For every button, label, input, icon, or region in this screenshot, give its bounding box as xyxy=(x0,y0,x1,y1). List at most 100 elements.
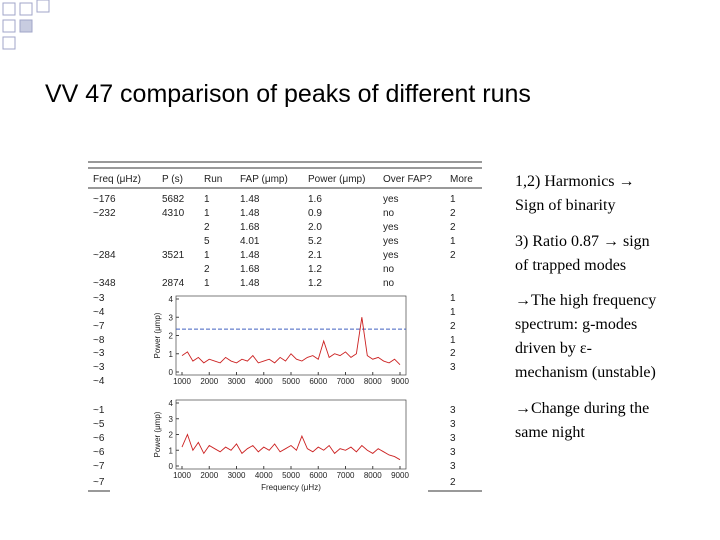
table-header: Power (μmp) xyxy=(308,174,365,185)
x-tick-label: 5000 xyxy=(282,471,300,480)
table-cell: ~3 xyxy=(93,348,105,359)
table-cell: 2 xyxy=(450,208,456,219)
x-tick-label: 2000 xyxy=(200,471,218,480)
table-cell: ~4 xyxy=(93,376,105,387)
table-cell: 3 xyxy=(450,447,456,458)
y-tick-label: 2 xyxy=(169,431,174,440)
bullet-text: of trapped modes xyxy=(515,257,626,274)
table-cell: 2 xyxy=(450,250,456,261)
table-cell: 1.6 xyxy=(308,194,322,205)
table-cell: 2.1 xyxy=(308,250,322,261)
table-cell: 5.2 xyxy=(308,236,322,247)
x-tick-label: 8000 xyxy=(364,377,382,386)
table-cell: ~7 xyxy=(93,461,105,472)
table-cell: 2 xyxy=(450,477,456,488)
bullet-text: 3) Ratio 0.87 → sign xyxy=(515,233,650,250)
y-tick-label: 2 xyxy=(169,332,174,341)
table-cell: 5682 xyxy=(162,194,185,205)
bullet-text: Sign of binarity xyxy=(515,197,615,214)
bullet-text: driven by ε- xyxy=(515,340,592,357)
table-cell: ~6 xyxy=(93,447,105,458)
table-cell: 1 xyxy=(450,293,456,304)
bullet-text: →The high frequency xyxy=(515,292,656,309)
table-cell: 2 xyxy=(450,222,456,233)
table-cell: 4.01 xyxy=(240,236,260,247)
table-cell: 0.9 xyxy=(308,208,322,219)
table-cell: 3 xyxy=(450,433,456,444)
table-cell: 2874 xyxy=(162,278,185,289)
table-cell: ~7 xyxy=(93,477,105,488)
table-header: More xyxy=(450,174,473,185)
table-cell: 1.2 xyxy=(308,264,322,275)
x-tick-label: 1000 xyxy=(173,377,191,386)
table-cell: yes xyxy=(383,250,399,261)
table-cell: ~3 xyxy=(93,293,105,304)
bullet-text: →Change during the xyxy=(515,400,649,417)
table-cell: ~1 xyxy=(93,405,105,416)
table-cell: 1 xyxy=(204,208,210,219)
y-tick-label: 3 xyxy=(169,313,174,322)
table-cell: 1.48 xyxy=(240,194,260,205)
table-header: Run xyxy=(204,174,222,185)
x-tick-label: 6000 xyxy=(309,377,327,386)
table-cell: 3 xyxy=(450,419,456,430)
table-header: Over FAP? xyxy=(383,174,432,185)
table-cell: 1.68 xyxy=(240,222,260,233)
x-tick-label: 4000 xyxy=(255,377,273,386)
slide-title: VV 47 comparison of peaks of different r… xyxy=(45,80,531,108)
table-cell: ~7 xyxy=(93,321,105,332)
bullet-text: 1,2) Harmonics → xyxy=(515,173,635,190)
spectrum-line xyxy=(181,317,401,366)
table-cell: ~6 xyxy=(93,433,105,444)
x-tick-label: 8000 xyxy=(364,471,382,480)
table-cell: 1 xyxy=(450,194,456,205)
x-tick-label: 2000 xyxy=(200,377,218,386)
table-cell: 3 xyxy=(450,405,456,416)
table-cell: 1 xyxy=(450,236,456,247)
table-header: Freq (μHz) xyxy=(93,174,141,185)
x-tick-label: 7000 xyxy=(337,377,355,386)
x-tick-label: 3000 xyxy=(228,377,246,386)
table-cell: ~232 xyxy=(93,208,116,219)
x-tick-label: 7000 xyxy=(337,471,355,480)
table-cell: 3 xyxy=(450,461,456,472)
table-cell: 1 xyxy=(450,335,456,346)
table-cell: no xyxy=(383,264,395,275)
table-cell: 2 xyxy=(450,348,456,359)
table-cell: 1.48 xyxy=(240,250,260,261)
x-tick-label: 9000 xyxy=(391,377,409,386)
bullet-text: same night xyxy=(515,424,585,441)
plot-panel xyxy=(110,290,428,390)
table-cell: yes xyxy=(383,236,399,247)
table-cell: no xyxy=(383,278,395,289)
table-cell: 1.48 xyxy=(240,208,260,219)
table-header: FAP (μmp) xyxy=(240,174,288,185)
y-tick-label: 3 xyxy=(169,415,174,424)
table-cell: 2 xyxy=(204,264,210,275)
table-cell: yes xyxy=(383,194,399,205)
x-tick-label: 1000 xyxy=(173,471,191,480)
y-tick-label: 1 xyxy=(169,350,174,359)
y-tick-label: 4 xyxy=(169,399,174,408)
table-cell: 3521 xyxy=(162,250,185,261)
bullet-text: spectrum: g-modes xyxy=(515,316,637,333)
table-cell: 2 xyxy=(204,222,210,233)
table-header: P (s) xyxy=(162,174,183,185)
plot-panel xyxy=(110,394,428,498)
x-tick-label: 9000 xyxy=(391,471,409,480)
table-cell: ~348 xyxy=(93,278,116,289)
table-cell: 2.0 xyxy=(308,222,322,233)
table-cell: ~3 xyxy=(93,362,105,373)
y-axis-label: Power (μmp) xyxy=(153,312,162,358)
table-cell: 4310 xyxy=(162,208,185,219)
table-cell: 1.2 xyxy=(308,278,322,289)
table-cell: 1 xyxy=(204,250,210,261)
table-cell: 1.68 xyxy=(240,264,260,275)
table-cell: ~284 xyxy=(93,250,116,261)
table-cell: 3 xyxy=(450,362,456,373)
table-cell: yes xyxy=(383,222,399,233)
y-tick-label: 0 xyxy=(169,368,174,377)
table-cell: no xyxy=(383,208,395,219)
bullet-text: mechanism (unstable) xyxy=(515,364,656,381)
